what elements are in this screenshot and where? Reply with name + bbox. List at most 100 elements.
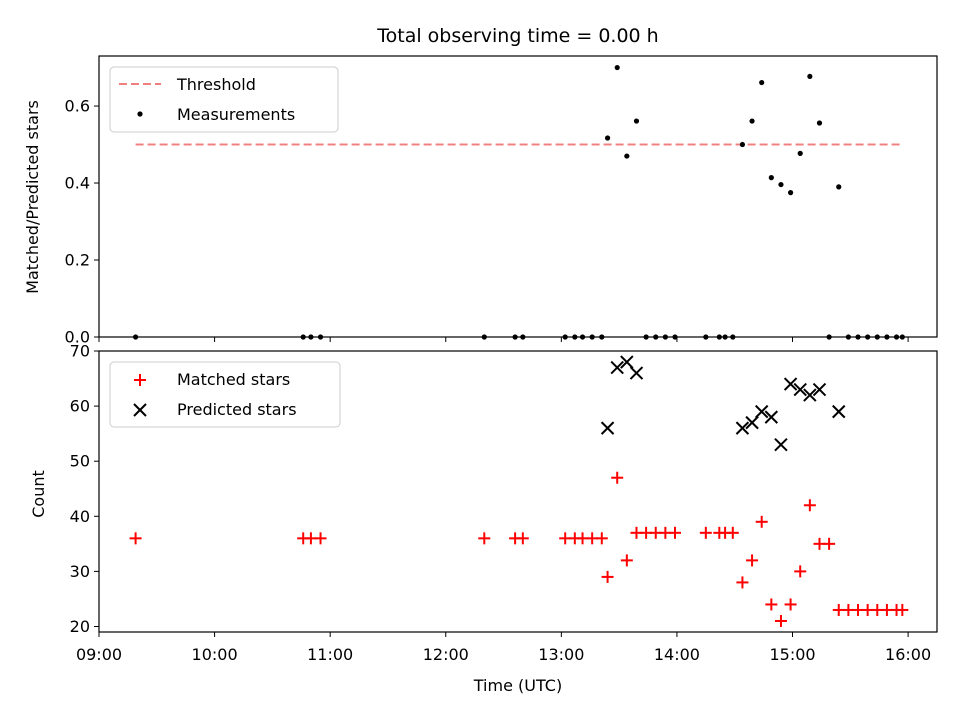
matched-star-point	[595, 532, 608, 545]
bottom-x-tick-label: 14:00	[654, 645, 700, 664]
matched-star-point	[784, 598, 797, 611]
matched-star-point	[896, 603, 909, 616]
predicted-star-point	[735, 421, 750, 435]
predicted-star-point	[783, 377, 798, 391]
predicted-star-point	[629, 366, 644, 380]
bottom-y-tick-label: 20	[70, 617, 90, 636]
matched-legend-marker	[134, 374, 146, 386]
measurements-legend-label: Measurements	[177, 105, 295, 124]
bottom-x-tick-label: 11:00	[307, 645, 353, 664]
top-legend: Threshold Measurements	[109, 66, 339, 133]
matched-star-point	[746, 554, 759, 567]
predicted-star-point	[774, 437, 788, 452]
bottom-y-axis: 20 30 40 50 60 70	[70, 342, 99, 636]
matched-star-point	[736, 576, 749, 589]
measurement-point	[703, 334, 709, 340]
measurement-point	[614, 64, 620, 71]
predicted-legend-label: Predicted stars	[177, 400, 297, 419]
top-y-tick-label: 0.4	[65, 174, 90, 193]
predicted-legend-marker	[133, 403, 147, 417]
measurement-point	[512, 334, 518, 340]
matched-star-point	[611, 471, 624, 484]
bottom-y-tick-label: 40	[70, 507, 90, 526]
measurement-point	[797, 150, 803, 156]
matched-star-point	[803, 499, 816, 512]
measurement-point	[579, 334, 586, 340]
matched-star-point	[726, 526, 739, 539]
measurement-point	[768, 175, 774, 181]
matched-star-point	[794, 565, 807, 578]
matched-star-point	[314, 532, 327, 545]
measurement-point	[865, 334, 871, 340]
measurement-point	[572, 334, 578, 340]
measurement-point	[787, 190, 794, 196]
measurement-point	[589, 334, 595, 340]
measurement-point	[816, 120, 823, 126]
matched-star-point	[516, 532, 529, 545]
bottom-y-axis-label: Count	[29, 470, 48, 518]
bottom-panel: 20 30 40 50 60 70 09:00 10:00 11:00 12:00 13:00 14…	[29, 342, 938, 695]
measurement-point	[662, 334, 668, 340]
matched-star-point	[774, 614, 787, 627]
matched-star-point	[129, 532, 142, 545]
matched-star-point	[699, 526, 712, 539]
measurement-point	[643, 334, 649, 340]
measurement-point	[481, 334, 487, 340]
measurements-legend-marker	[137, 111, 143, 117]
bottom-plot-frame	[98, 350, 938, 633]
measurement-point	[599, 334, 605, 340]
matched-star-point	[755, 515, 768, 528]
count-points	[129, 355, 909, 627]
measurement-point	[730, 334, 736, 340]
bottom-x-tick-label: 13:00	[538, 645, 584, 664]
bottom-x-tick-label: 10:00	[192, 645, 238, 664]
measurement-point	[826, 334, 832, 340]
measurement-point	[317, 334, 324, 340]
predicted-star-point	[754, 404, 769, 419]
bottom-y-tick-label: 70	[70, 342, 90, 361]
measurement-point	[653, 334, 659, 340]
predicted-star-point	[803, 388, 817, 402]
matched-star-point	[823, 537, 836, 550]
matched-star-point	[620, 554, 633, 567]
measurement-point	[308, 334, 314, 340]
predicted-star-point	[793, 382, 807, 397]
measurement-point	[899, 334, 905, 340]
bottom-x-axis: 09:00 10:00 11:00 12:00 13:00 14:00 15:00 16:00	[76, 632, 931, 664]
measurement-point	[893, 334, 900, 340]
measurement-point	[520, 334, 526, 340]
matched-star-point	[478, 532, 491, 545]
measurement-point	[778, 181, 784, 188]
bottom-y-tick-label: 60	[70, 397, 90, 416]
top-y-tick-label: 0.2	[65, 251, 90, 270]
predicted-star-point	[620, 355, 634, 369]
bottom-x-tick-label: 16:00	[885, 645, 931, 664]
top-y-tick-label: 0.0	[65, 328, 90, 347]
measurement-point	[562, 334, 568, 340]
top-plot-frame	[98, 55, 938, 338]
measurement-point	[884, 334, 890, 340]
predicted-star-point	[764, 410, 779, 424]
bottom-x-tick-label: 15:00	[769, 645, 815, 664]
measurement-point	[133, 334, 139, 340]
predicted-star-point	[812, 382, 827, 397]
predicted-star-point	[610, 360, 624, 375]
measurement-point	[807, 73, 813, 80]
measurement-point	[749, 118, 755, 124]
matched-legend-label: Matched stars	[177, 370, 290, 389]
measurement-point	[739, 141, 746, 148]
measurement-point	[874, 334, 880, 340]
matched-star-point	[601, 570, 614, 583]
predicted-star-point	[745, 415, 759, 430]
measurement-point	[716, 334, 722, 340]
measurement-point	[845, 334, 851, 340]
top-y-axis: 0.0 0.2 0.4 0.6	[65, 97, 99, 347]
matched-star-point	[669, 526, 682, 539]
top-legend-box	[109, 66, 339, 133]
predicted-star-point	[832, 404, 846, 419]
predicted-star-point	[600, 421, 615, 435]
measurement-point	[759, 79, 765, 86]
bottom-y-tick-label: 50	[70, 452, 90, 471]
measurement-points	[133, 64, 905, 340]
x-axis-label: Time (UTC)	[473, 676, 562, 695]
